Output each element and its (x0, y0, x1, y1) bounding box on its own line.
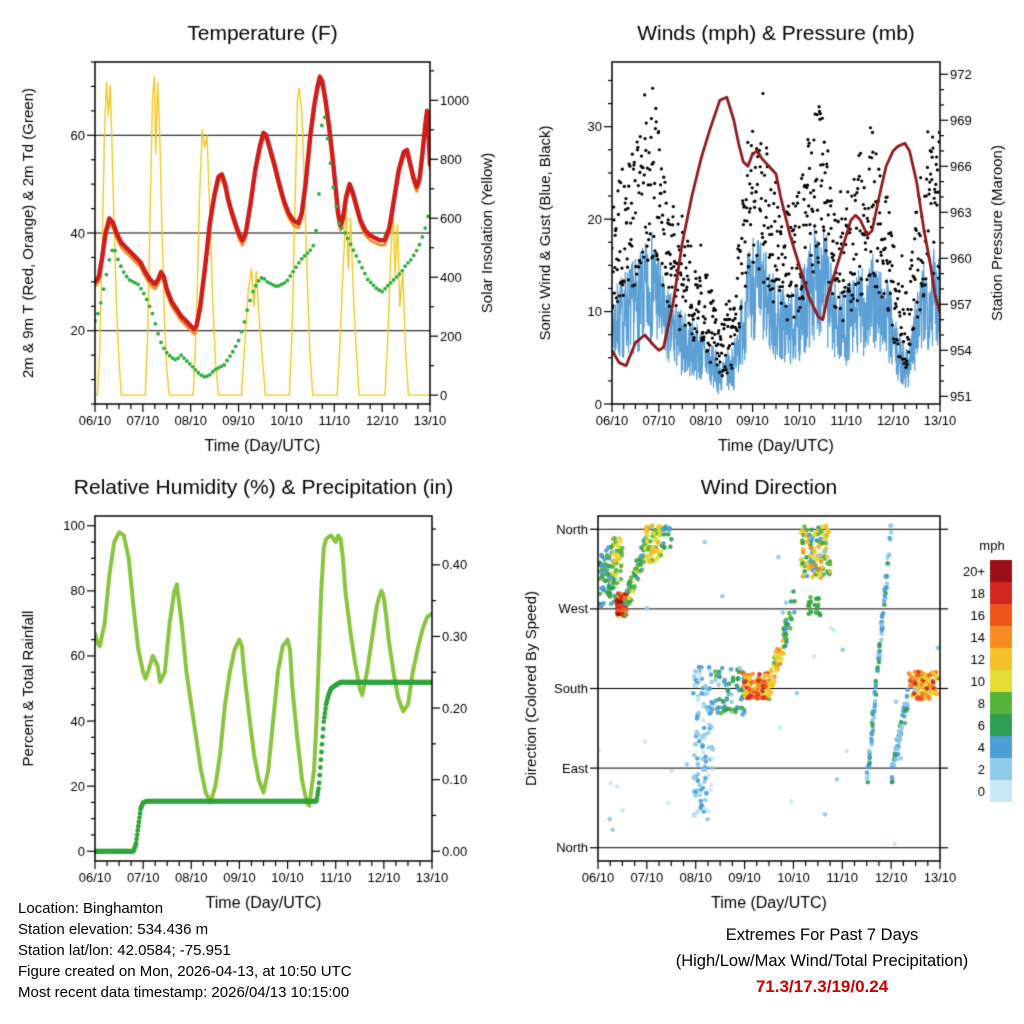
extremes-subtitle: (High/Low/Max Wind/Total Precipitation) (675, 952, 969, 970)
humidity-precipitation-chart (0, 468, 512, 920)
winds-pressure-chart (512, 4, 1024, 469)
temperature-chart (0, 4, 512, 469)
station-latlon: Station lat/lon: 42.0584; -75.951 (18, 942, 231, 959)
most-recent-data-timestamp: Most recent data timestamp: 2026/04/13 1… (18, 984, 350, 1001)
station-location: Location: Binghamton (18, 900, 164, 917)
station-elevation: Station elevation: 534.436 m (18, 921, 209, 938)
extremes-values: 71.3/17.3/19/0.24 (755, 977, 889, 996)
extremes-block: Extremes For Past 7 Days (High/Low/Max W… (620, 922, 1024, 1000)
figure-created-timestamp: Figure created on Mon, 2026-04-13, at 10… (18, 963, 352, 980)
extremes-title: Extremes For Past 7 Days (725, 926, 919, 944)
station-info-block: Location: Binghamton Station elevation: … (18, 898, 352, 1003)
wind-direction-chart (512, 468, 1024, 920)
